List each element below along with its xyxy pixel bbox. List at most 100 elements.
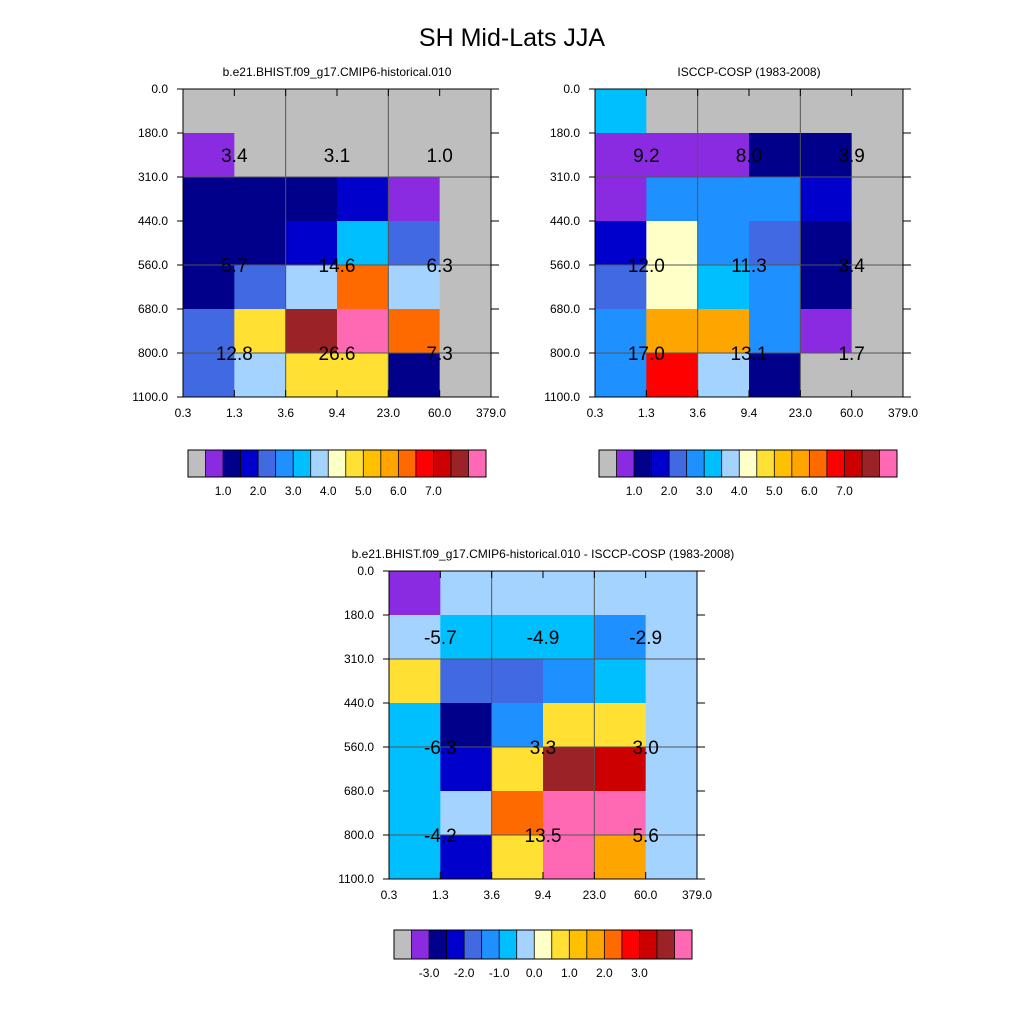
heatmap-cell (749, 221, 801, 266)
colorbar-swatch (464, 930, 482, 959)
colorbar-swatch (621, 930, 640, 959)
y-tick-label: 180.0 (550, 126, 580, 140)
colorbar-swatch (756, 450, 775, 477)
colorbar-label: -1.0 (489, 966, 510, 980)
heatmap-cell (440, 791, 493, 836)
colorbar-swatch (205, 450, 224, 477)
heatmap-cell (183, 221, 235, 266)
cell-value-label: 3.4 (838, 256, 865, 277)
heatmap-cell (388, 221, 441, 266)
heatmap-cell (851, 177, 904, 222)
figure-title: SH Mid-Lats JJA (419, 24, 605, 52)
heatmap-cell (543, 659, 595, 704)
cell-value-label: -4.2 (424, 826, 457, 847)
y-tick-label: 800.0 (550, 346, 580, 360)
x-tick-label: 60.0 (840, 406, 864, 420)
heatmap-cell (645, 791, 698, 836)
heatmap-cell (183, 353, 235, 398)
heatmap-cell (749, 265, 801, 310)
y-tick-label: 0.0 (357, 564, 374, 578)
heatmap-cell (645, 615, 698, 660)
y-tick-label: 1100.0 (338, 872, 374, 886)
y-tick-label: 560.0 (344, 740, 374, 754)
y-tick-label: 310.0 (344, 652, 374, 666)
colorbar-swatch (634, 450, 652, 477)
colorbar: 1.0 2.0 3.0 4.0 5.0 6.0 7.0 (187, 449, 487, 498)
y-tick-label: 180.0 (138, 126, 168, 140)
heatmap-cell (491, 791, 544, 836)
heatmap-cell (646, 133, 699, 178)
heatmap-cell (749, 133, 801, 178)
heatmap-cell (595, 177, 647, 222)
colorbar-swatch (258, 450, 276, 477)
cell-value-label: 17.0 (628, 344, 665, 365)
heatmap-cell (285, 177, 338, 222)
heatmap-cell (749, 309, 801, 354)
cell-value-label: 11.3 (731, 256, 767, 277)
y-tick-label: 180.0 (344, 608, 374, 622)
cell-value-label: 5.6 (632, 826, 658, 847)
cell-value-label: -4.9 (527, 628, 560, 649)
colorbar-swatch (616, 450, 635, 477)
heatmap-cell (645, 659, 698, 704)
heatmap-cell (646, 221, 699, 266)
cell-value-label: 6.3 (426, 256, 452, 277)
colorbar-swatch (586, 930, 605, 959)
cell-value-label: 5.7 (221, 256, 247, 277)
y-tick-label: 1100.0 (132, 390, 168, 404)
heatmap-cell (491, 659, 544, 704)
heatmap-cell (389, 659, 441, 704)
heatmap-cell (440, 703, 493, 748)
heatmap-cell (491, 747, 544, 792)
heatmap-cell (800, 265, 853, 310)
y-tick-label: 680.0 (550, 302, 580, 316)
colorbar-frame (598, 449, 898, 478)
colorbar-label: 1.0 (626, 484, 643, 498)
colorbar-label: 2.0 (250, 484, 267, 498)
heatmap-cell (439, 309, 492, 354)
colorbar-swatch (345, 450, 364, 477)
x-tick-label: 23.0 (377, 406, 401, 420)
heatmap-cell (337, 177, 389, 222)
heatmap-cell (697, 89, 750, 134)
heatmap-cell (646, 177, 699, 222)
colorbar-swatch (188, 450, 206, 477)
heatmap-cell (646, 353, 699, 398)
y-tick-label: 680.0 (138, 302, 168, 316)
x-tick-label: 379.0 (682, 888, 712, 902)
heatmap-cell (440, 571, 493, 616)
heatmap-cell (594, 703, 647, 748)
colorbar-swatch (516, 930, 535, 959)
cell-value-label: 3.4 (221, 146, 248, 167)
heatmap-cell (337, 309, 389, 354)
colorbar-swatch (275, 450, 294, 477)
heatmap-cell (645, 747, 698, 792)
colorbar-label: 5.0 (355, 484, 372, 498)
heatmap-cell (440, 747, 493, 792)
colorbar-label: 7.0 (425, 484, 442, 498)
cell-value-label: 12.0 (628, 256, 665, 277)
heatmap-cell (389, 747, 441, 792)
heatmap-cell (491, 615, 544, 660)
heatmap-cell (439, 133, 492, 178)
heatmap-cell (800, 89, 853, 134)
x-tick-label: 9.4 (535, 888, 552, 902)
x-tick-label: 0.3 (381, 888, 398, 902)
y-tick-label: 560.0 (550, 258, 580, 272)
x-tick-label: 0.3 (587, 406, 604, 420)
x-tick-label: 1.3 (226, 406, 243, 420)
heatmap-cell (234, 133, 287, 178)
colorbar-frame (393, 929, 693, 960)
heatmap-cell (851, 353, 904, 398)
x-tick-label: 9.4 (329, 406, 346, 420)
heatmap-cell (851, 221, 904, 266)
colorbar-swatch (240, 450, 259, 477)
heatmap-cell (337, 89, 389, 134)
heatmap-cell (234, 177, 287, 222)
heatmap-cell (646, 265, 699, 310)
heatmap-cell (594, 835, 647, 880)
colorbar-swatch (394, 930, 412, 959)
colorbar-swatch (433, 450, 452, 477)
heatmap-cell (697, 265, 750, 310)
colorbar-swatch (450, 450, 469, 477)
